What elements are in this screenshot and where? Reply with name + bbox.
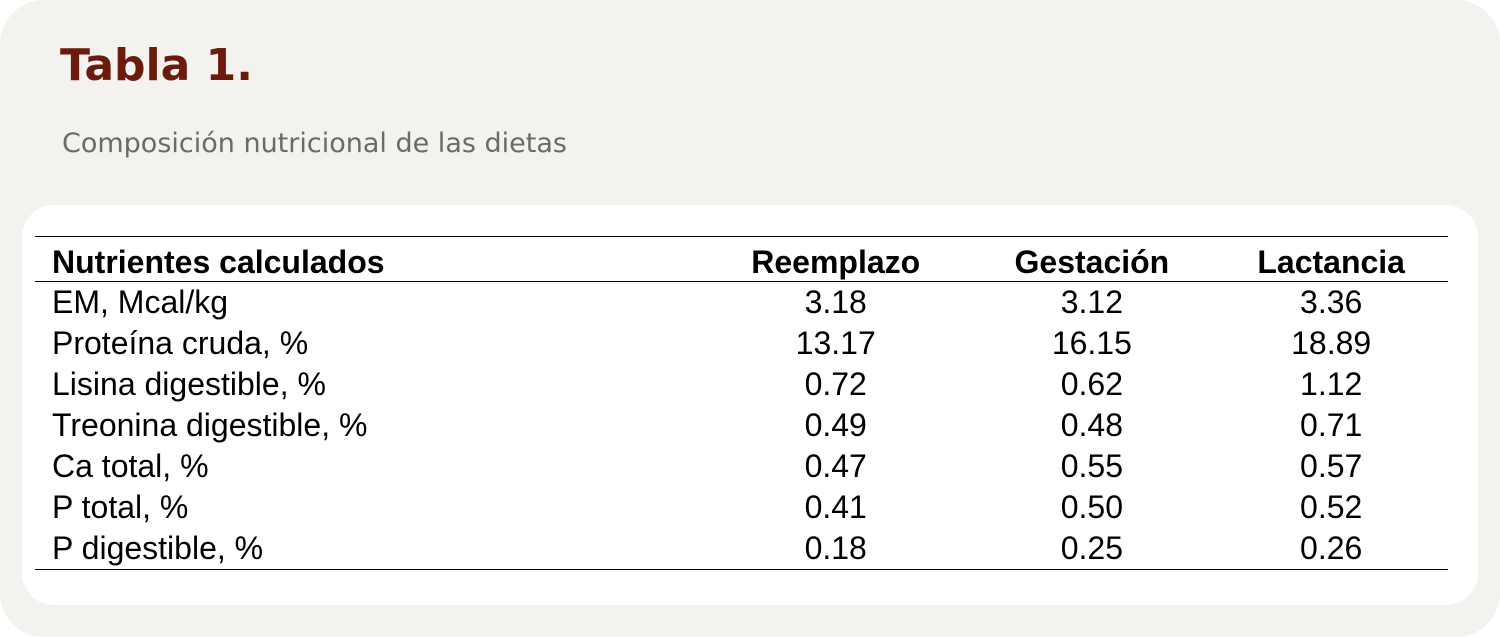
table: Nutrientes calculados Reemplazo Gestación L… [35,236,1448,570]
table-row: EM, Mcal/kg 3.18 3.12 3.36 [35,282,1448,324]
row-label: Proteína cruda, % [52,325,309,361]
row-label: Lisina digestible, % [52,366,326,402]
cell-value: 3.36 [1300,284,1363,320]
cell-value: 0.25 [969,528,1215,570]
cell-value: 0.50 [1060,489,1123,525]
row-label: P total, % [52,489,189,525]
row-label: Ca total, % [52,448,209,484]
table-row: Ca total, % 0.47 0.55 0.57 [35,446,1448,487]
row-label: EM, Mcal/kg [52,284,229,320]
cell-value: 0.71 [1300,407,1363,443]
column-header: Nutrientes calculados [35,236,702,282]
cell-value: 13.17 [795,325,876,361]
table-row: Treonina digestible, % 0.49 0.48 0.71 [35,405,1448,446]
cell-value: 0.48 [1060,407,1123,443]
row-label: P digestible, % [35,528,702,570]
row-label: Treonina digestible, % [52,407,368,443]
cell-value: 0.62 [1060,366,1123,402]
cell-value: 0.57 [1300,448,1363,484]
table-row: P digestible, % 0.18 0.25 0.26 [35,528,1448,570]
cell-value: 0.47 [804,448,867,484]
table-body: EM, Mcal/kg 3.18 3.12 3.36 Proteína cruda, %… [35,282,1448,570]
cell-value: 3.18 [804,284,867,320]
cell-value: 0.52 [1300,489,1363,525]
table-row: Lisina digestible, % 0.72 0.62 1.12 [35,364,1448,405]
column-header: Gestación [969,236,1215,282]
title: Tabla 1. [60,40,253,91]
cell-value: 1.12 [1300,366,1363,402]
cell-value: 0.49 [804,407,867,443]
cell-value: 0.72 [804,366,867,402]
cell-value: 16.15 [1051,325,1132,361]
cell-value: 0.41 [804,489,867,525]
column-header: Reemplazo [702,236,970,282]
table-panel: Nutrientes calculados Reemplazo Gestación L… [22,205,1478,605]
cell-value: 0.26 [1214,528,1448,570]
subtitle: Composición nutricional de las dietas [62,128,567,159]
table-row: P total, % 0.41 0.50 0.52 [35,487,1448,528]
cell-value: 0.55 [1060,448,1123,484]
cell-value: 0.18 [702,528,970,570]
cell-value: 3.12 [1060,284,1123,320]
header-row: Nutrientes calculados Reemplazo Gestación L… [35,236,1448,282]
table-row: Proteína cruda, % 13.17 16.15 18.89 [35,323,1448,364]
cell-value: 18.89 [1291,325,1372,361]
column-header: Lactancia [1214,236,1448,282]
